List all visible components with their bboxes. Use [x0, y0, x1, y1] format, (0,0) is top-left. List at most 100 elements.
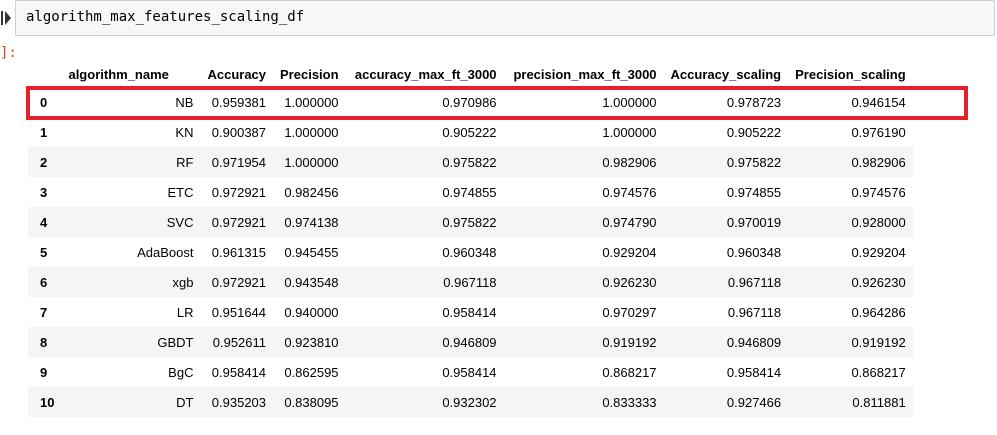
table-cell: 0.970297 [602, 304, 657, 320]
row-index: 0 [40, 94, 48, 110]
table-cell: 0.967118 [443, 274, 497, 290]
table-cell: 0.929204 [602, 244, 657, 260]
table-cell: 0.940000 [284, 304, 339, 320]
index-header [28, 62, 62, 87]
table-cell: 0.943548 [284, 274, 339, 290]
table-cell: 0.945455 [284, 244, 339, 260]
table-cell: 0.972921 [211, 184, 267, 200]
table-cell: 0.926230 [602, 274, 657, 290]
table-cell: DT [176, 394, 194, 410]
table-row: 7 LR 0.951644 0.940000 0.958414 0.970297 0.967… [28, 297, 913, 327]
table-cell: 0.833333 [602, 394, 657, 410]
table-cell: RF [176, 154, 194, 170]
dataframe-table: algorithm_name Accuracy Precision accuracy_… [28, 62, 913, 417]
row-index: 8 [40, 334, 48, 350]
row-index: 5 [40, 244, 48, 260]
column-header-algorithm-name: algorithm_name [61, 62, 201, 87]
table-cell: SVC [166, 214, 194, 230]
table-cell: 0.929204 [851, 244, 906, 260]
table-cell: 0.905222 [726, 124, 782, 140]
column-header-accuracy-scaling: Accuracy_scaling [663, 62, 789, 87]
table-cell: 0.960348 [442, 244, 497, 260]
table-cell: BgC [168, 364, 194, 380]
table-cell: 0.905222 [442, 124, 497, 140]
table-cell: 0.919192 [602, 334, 657, 350]
table-cell: 0.982906 [602, 154, 657, 170]
table-cell: 0.964286 [851, 304, 906, 320]
table-cell: 0.976190 [851, 124, 906, 140]
table-cell: 0.958414 [211, 364, 267, 380]
table-cell: KN [175, 124, 194, 140]
table-cell: 0.927466 [726, 394, 782, 410]
column-header-precision-max-ft-3000: precision_max_ft_3000 [503, 62, 664, 87]
table-cell: 0.958414 [442, 304, 497, 320]
table-cell: 0.982456 [284, 184, 339, 200]
column-header-accuracy: Accuracy [200, 62, 274, 87]
table-cell: 0.970986 [442, 94, 497, 110]
table-cell: 0.811881 [852, 394, 906, 410]
table-body: 0 NB 0.959381 1.000000 0.970986 1.000000 0.978… [28, 86, 913, 417]
table-cell: 1.000000 [602, 94, 657, 110]
table-cell: 0.967118 [727, 304, 782, 320]
table-row: 5 AdaBoost 0.961315 0.945455 0.960348 0.92920… [28, 237, 913, 267]
table-row: 10 DT 0.935203 0.838095 0.932302 0.833333 0.92… [28, 387, 913, 417]
table-row: 0 NB 0.959381 1.000000 0.970986 1.000000 0.978… [28, 86, 913, 117]
table-row: 3 ETC 0.972921 0.982456 0.974855 0.974576 0.97… [28, 177, 913, 207]
table-cell: 0.946809 [726, 334, 782, 350]
table-cell: 0.974138 [284, 214, 339, 230]
table-cell: AdaBoost [137, 244, 194, 260]
table-cell: 0.972921 [211, 274, 267, 290]
table-cell: 0.982906 [851, 154, 906, 170]
table-cell: 0.952611 [212, 334, 267, 350]
table-cell: 0.946154 [851, 94, 906, 110]
run-cell-icon[interactable] [0, 9, 12, 27]
table-cell: 0.868217 [602, 364, 657, 380]
column-header-accuracy-max-ft-3000: accuracy_max_ft_3000 [345, 62, 504, 87]
table-row: 2 RF 0.971954 1.000000 0.975822 0.982906 0.975… [28, 147, 913, 177]
table-cell: 0.974576 [851, 184, 906, 200]
table-row: 1 KN 0.900387 1.000000 0.905222 1.000000 0.905… [28, 117, 913, 147]
table-cell: 0.926230 [851, 274, 906, 290]
row-index: 10 [40, 394, 55, 410]
row-index: 1 [40, 124, 48, 140]
table-cell: 0.971954 [211, 154, 267, 170]
table-cell: 1.000000 [284, 154, 339, 170]
row-index: 7 [40, 304, 48, 320]
table-cell: 0.958414 [726, 364, 782, 380]
code-cell-input[interactable]: algorithm_max_features_scaling_df [15, 0, 995, 36]
table-cell: 1.000000 [284, 124, 339, 140]
table-cell: 0.978723 [726, 94, 782, 110]
table-row: 6 xgb 0.972921 0.943548 0.967118 0.926230 0.96… [28, 267, 913, 297]
table-cell: 1.000000 [284, 94, 339, 110]
table-cell: 0.975822 [726, 154, 782, 170]
table-cell: 0.951644 [211, 304, 267, 320]
table-cell: 0.946809 [442, 334, 497, 350]
table-cell: 0.900387 [211, 124, 267, 140]
table-cell: NB [175, 94, 194, 110]
column-header-precision-scaling: Precision_scaling [788, 62, 913, 87]
table-cell: ETC [167, 184, 194, 200]
table-cell: 0.975822 [442, 154, 497, 170]
table-cell: 0.958414 [442, 364, 497, 380]
column-header-precision: Precision [273, 62, 346, 87]
table-cell: 0.919192 [851, 334, 906, 350]
table-cell: 0.974855 [726, 184, 782, 200]
table-cell: 0.970019 [726, 214, 782, 230]
code-text: algorithm_max_features_scaling_df [26, 9, 305, 25]
table-cell: GBDT [157, 334, 194, 350]
table-row: 4 SVC 0.972921 0.974138 0.975822 0.974790 0.97… [28, 207, 913, 237]
row-index: 2 [40, 154, 48, 170]
table-cell: 0.967118 [727, 274, 782, 290]
table-cell: 0.974576 [602, 184, 657, 200]
table-cell: 0.961315 [211, 244, 267, 260]
table-cell: 0.932302 [442, 394, 497, 410]
table-row: 8 GBDT 0.952611 0.923810 0.946809 0.919192 0.9… [28, 327, 913, 357]
table-cell: 0.928000 [851, 214, 906, 230]
output-prompt: ]: [0, 45, 17, 61]
table-cell: xgb [172, 274, 194, 290]
table-cell: LR [176, 304, 194, 320]
table-cell: 0.975822 [442, 214, 497, 230]
row-index: 9 [40, 364, 48, 380]
table-row: 9 BgC 0.958414 0.862595 0.958414 0.868217 0.95… [28, 357, 913, 387]
table-cell: 0.974790 [602, 214, 657, 230]
